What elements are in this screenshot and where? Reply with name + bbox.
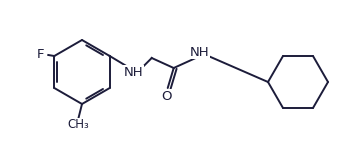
- Text: CH₃: CH₃: [67, 119, 89, 132]
- Text: NH: NH: [190, 45, 210, 58]
- Text: NH: NH: [124, 66, 144, 79]
- Text: O: O: [161, 90, 172, 103]
- Text: F: F: [36, 48, 44, 61]
